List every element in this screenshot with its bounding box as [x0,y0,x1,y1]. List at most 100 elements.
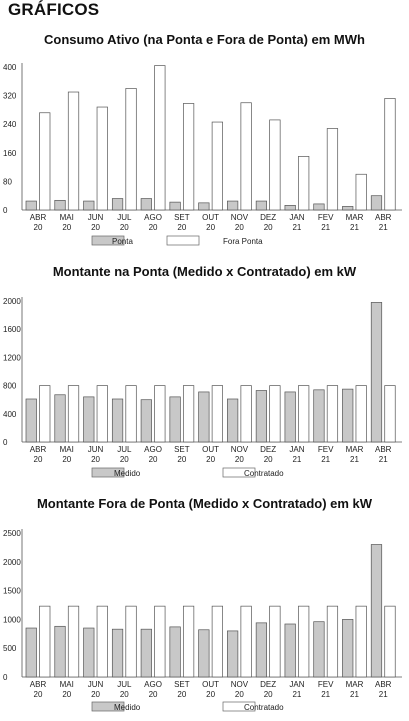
legend-swatch [222,467,256,478]
x-tick-label: 20 [149,690,158,699]
y-tick-label: 240 [3,120,17,129]
bar-series-2 [39,112,51,211]
legend-label: Ponta [112,237,133,246]
bar-series-2 [240,605,252,678]
bar-series-1 [83,396,95,443]
x-tick-label: DEZ [260,445,276,454]
x-tick-label: 20 [91,455,100,464]
x-tick-label: JUN [88,445,104,454]
x-tick-label: MAI [60,213,74,222]
bar-series-1 [370,544,383,678]
x-tick-label: OUT [202,680,219,689]
x-tick-label: NOV [231,445,249,454]
bar-series-1 [83,200,95,211]
x-tick-label: MAI [60,680,74,689]
bar-series-2 [269,605,281,678]
bar-series-1 [111,398,124,443]
x-tick-label: MAR [346,445,364,454]
x-tick-label: DEZ [260,213,276,222]
x-tick-label: 20 [91,223,100,232]
bar-series-1 [313,203,325,211]
y-tick-label: 0 [3,438,8,447]
bar-series-1 [169,626,181,678]
x-tick-label: JAN [289,213,304,222]
bar-series-1 [111,198,124,211]
x-tick-label: 20 [62,455,71,464]
bar-series-1 [140,628,152,678]
x-tick-label: 21 [379,223,388,232]
x-tick-label: NOV [231,213,249,222]
x-tick-label: MAR [346,680,364,689]
x-tick-label: 20 [177,223,186,232]
bar-series-2 [326,385,339,443]
montante-fora-ponta-chart: Montante Fora de Ponta (Medido x Contrat… [3,496,402,712]
x-tick-label: 21 [321,690,330,699]
x-tick-label: 20 [177,455,186,464]
bar-series-2 [355,605,367,678]
y-tick-label: 160 [3,149,17,158]
bar-series-1 [342,206,354,211]
x-tick-label: FEV [318,680,334,689]
bar-series-1 [25,200,37,211]
x-tick-label: AGO [144,445,162,454]
x-tick-label: 21 [292,690,301,699]
x-tick-label: FEV [318,213,334,222]
bar-series-1 [284,623,296,678]
y-tick-label: 2000 [3,297,21,306]
legend-label: Contratado [244,703,284,712]
bar-series-2 [240,385,252,443]
x-tick-label: JUN [88,680,104,689]
bar-series-2 [211,121,223,211]
y-tick-label: 500 [3,644,17,653]
x-tick-label: SET [174,680,190,689]
bar-series-1 [198,629,210,678]
bar-series-1 [25,627,37,678]
bar-series-2 [240,102,252,211]
y-tick-label: 400 [3,63,17,72]
x-tick-label: 20 [264,455,273,464]
x-tick-label: 21 [321,223,330,232]
x-tick-label: 20 [206,223,215,232]
bar-series-2 [67,605,80,678]
x-tick-label: SET [174,445,190,454]
x-tick-label: 20 [91,690,100,699]
legend-swatch [91,235,125,246]
bar-series-2 [125,88,137,211]
x-tick-label: 21 [350,455,359,464]
bar-series-1 [140,399,152,443]
bar-series-2 [96,106,108,211]
y-tick-label: 80 [3,177,12,186]
x-tick-label: 20 [120,690,129,699]
x-tick-label: JAN [289,680,304,689]
x-tick-label: 20 [177,690,186,699]
y-tick-label: 2000 [3,558,21,567]
y-tick-label: 320 [3,92,17,101]
x-tick-label: 20 [235,455,244,464]
page-heading: GRÁFICOS [8,0,100,19]
bar-series-1 [83,627,95,678]
x-tick-label: 20 [34,455,43,464]
x-tick-label: 20 [264,223,273,232]
chart-title: Montante Fora de Ponta (Medido x Contrat… [37,496,373,511]
x-tick-label: 21 [350,690,359,699]
x-tick-label: 20 [120,455,129,464]
x-tick-label: 21 [292,455,301,464]
bar-series-1 [54,394,66,443]
bar-series-2 [67,91,80,211]
bar-series-2 [326,128,339,211]
bar-series-2 [269,385,281,443]
bar-series-1 [370,302,383,443]
legend-label: Medido [114,703,141,712]
bar-series-1 [198,391,210,443]
x-tick-label: ABR [30,213,47,222]
x-tick-label: SET [174,213,190,222]
bar-series-2 [384,385,396,443]
bar-series-2 [298,605,310,678]
bar-series-1 [169,396,181,443]
legend-label: Contratado [244,469,284,478]
legend-swatch [91,467,125,478]
x-tick-label: JAN [289,445,304,454]
bar-series-2 [182,605,195,678]
x-tick-label: FEV [318,445,334,454]
x-tick-label: DEZ [260,680,276,689]
